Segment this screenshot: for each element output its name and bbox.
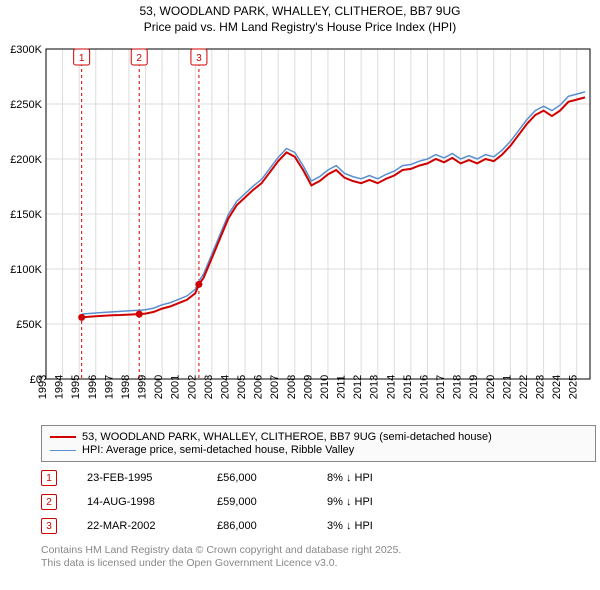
sales-table: 1 23-FEB-1995 £56,000 8% ↓ HPI 2 14-AUG-1998 £… <box>41 466 596 538</box>
ytick-label: £150K <box>10 209 42 221</box>
attribution-line2: This data is licensed under the Open Gov… <box>41 557 596 570</box>
xtick-label: 1998 <box>120 375 132 399</box>
xtick-label: 1994 <box>54 375 66 399</box>
sale-row-marker: 3 <box>41 518 57 534</box>
xtick-label: 2008 <box>286 375 298 399</box>
sale-row-delta: 8% ↓ HPI <box>327 472 417 484</box>
xtick-label: 2005 <box>236 375 248 399</box>
sale-row-price: £59,000 <box>217 496 297 508</box>
xtick-label: 2009 <box>302 375 314 399</box>
xtick-label: 2017 <box>435 375 447 399</box>
attribution: Contains HM Land Registry data © Crown c… <box>41 544 596 570</box>
ytick-label: £100K <box>10 264 42 276</box>
legend-row: HPI: Average price, semi-detached house,… <box>50 444 587 456</box>
xtick-label: 1993 <box>37 375 49 399</box>
sale-row-marker: 2 <box>41 494 57 510</box>
sale-row-delta: 9% ↓ HPI <box>327 496 417 508</box>
title-line1: 53, WOODLAND PARK, WHALLEY, CLITHEROE, B… <box>8 4 592 20</box>
attribution-line1: Contains HM Land Registry data © Crown c… <box>41 544 596 557</box>
xtick-label: 2004 <box>219 375 231 399</box>
xtick-label: 1996 <box>87 375 99 399</box>
xtick-label: 2020 <box>485 375 497 399</box>
xtick-label: 2022 <box>518 375 530 399</box>
xtick-label: 2007 <box>269 375 281 399</box>
sale-row-date: 14-AUG-1998 <box>87 496 187 508</box>
legend-label: 53, WOODLAND PARK, WHALLEY, CLITHEROE, B… <box>82 431 492 443</box>
sale-point <box>78 314 85 321</box>
xtick-label: 2015 <box>402 375 414 399</box>
ytick-label: £250K <box>10 99 42 111</box>
sale-row: 3 22-MAR-2002 £86,000 3% ↓ HPI <box>41 514 596 538</box>
xtick-label: 1995 <box>70 375 82 399</box>
xtick-label: 2012 <box>352 375 364 399</box>
sale-row-marker: 1 <box>41 470 57 486</box>
xtick-label: 2024 <box>551 375 563 399</box>
xtick-label: 2003 <box>203 375 215 399</box>
sale-row-delta: 3% ↓ HPI <box>327 520 417 532</box>
xtick-label: 2001 <box>170 375 182 399</box>
sale-point <box>136 311 143 318</box>
chart-area: £0£50K£100K£150K£200K£250K£300K199319941… <box>8 39 592 419</box>
xtick-label: 2002 <box>186 375 198 399</box>
sale-marker-num: 3 <box>196 53 202 64</box>
xtick-label: 2025 <box>568 375 580 399</box>
xtick-label: 2010 <box>319 375 331 399</box>
title-line2: Price paid vs. HM Land Registry's House … <box>8 20 592 36</box>
sale-row-date: 23-FEB-1995 <box>87 472 187 484</box>
sale-row-price: £86,000 <box>217 520 297 532</box>
sale-point <box>195 281 202 288</box>
sale-row: 1 23-FEB-1995 £56,000 8% ↓ HPI <box>41 466 596 490</box>
xtick-label: 2006 <box>253 375 265 399</box>
xtick-label: 2019 <box>468 375 480 399</box>
xtick-label: 1997 <box>103 375 115 399</box>
legend: 53, WOODLAND PARK, WHALLEY, CLITHEROE, B… <box>41 425 596 462</box>
chart-title: 53, WOODLAND PARK, WHALLEY, CLITHEROE, B… <box>8 4 592 35</box>
legend-swatch <box>50 450 76 451</box>
xtick-label: 2014 <box>385 375 397 399</box>
sale-marker-num: 2 <box>136 53 142 64</box>
sale-row-date: 22-MAR-2002 <box>87 520 187 532</box>
sale-row-price: £56,000 <box>217 472 297 484</box>
xtick-label: 2000 <box>153 375 165 399</box>
xtick-label: 2018 <box>452 375 464 399</box>
xtick-label: 1999 <box>137 375 149 399</box>
legend-row: 53, WOODLAND PARK, WHALLEY, CLITHEROE, B… <box>50 431 587 443</box>
ytick-label: £200K <box>10 154 42 166</box>
chart-svg: £0£50K£100K£150K£200K£250K£300K199319941… <box>8 39 592 419</box>
sale-row: 2 14-AUG-1998 £59,000 9% ↓ HPI <box>41 490 596 514</box>
legend-swatch <box>50 436 76 438</box>
legend-label: HPI: Average price, semi-detached house,… <box>82 444 354 456</box>
xtick-label: 2021 <box>501 375 513 399</box>
xtick-label: 2013 <box>369 375 381 399</box>
xtick-label: 2023 <box>535 375 547 399</box>
ytick-label: £300K <box>10 44 42 56</box>
ytick-label: £50K <box>16 319 42 331</box>
xtick-label: 2016 <box>418 375 430 399</box>
sale-marker-num: 1 <box>79 53 85 64</box>
